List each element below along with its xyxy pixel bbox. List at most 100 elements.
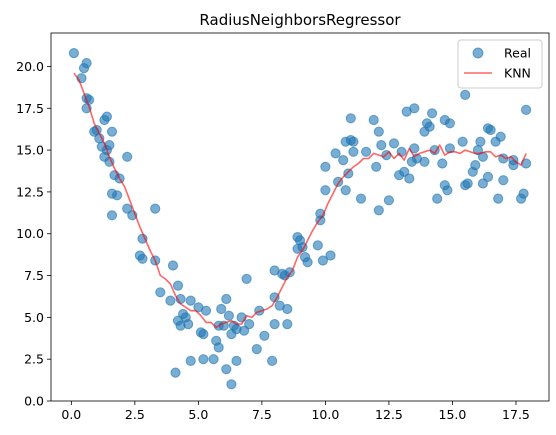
real-point <box>444 118 455 129</box>
real-point <box>223 310 234 321</box>
real-point <box>348 146 359 157</box>
x-tick-label: 5.0 <box>188 407 208 422</box>
real-point <box>470 160 481 171</box>
real-point <box>185 295 196 306</box>
real-point <box>81 58 92 69</box>
real-point <box>361 146 372 157</box>
legend-real-marker <box>472 47 484 59</box>
real-point <box>460 89 471 101</box>
real-point <box>213 342 224 353</box>
real-point <box>312 240 323 251</box>
real-point <box>493 193 504 204</box>
real-points <box>68 48 532 390</box>
real-point <box>376 140 387 151</box>
real-point <box>251 344 262 355</box>
real-point <box>231 355 242 366</box>
real-point <box>320 161 331 172</box>
real-point <box>269 319 280 330</box>
real-point <box>325 250 336 261</box>
real-point <box>221 293 232 305</box>
real-point <box>122 203 133 214</box>
real-point <box>427 108 438 119</box>
real-point <box>185 355 196 366</box>
real-point <box>419 156 430 167</box>
x-tick-label: 2.5 <box>125 407 145 422</box>
real-point <box>338 155 349 166</box>
real-point <box>106 126 118 137</box>
real-point <box>368 114 379 126</box>
knn-line <box>73 72 527 329</box>
y-tick-label: 7.5 <box>24 268 44 283</box>
real-point <box>198 354 209 365</box>
real-point <box>345 113 356 124</box>
real-point <box>239 325 250 336</box>
real-point <box>259 330 270 341</box>
legend-knn-label: KNN <box>504 66 531 81</box>
real-point <box>244 319 255 330</box>
real-point <box>208 354 219 365</box>
real-point <box>241 273 252 284</box>
real-point <box>198 329 209 340</box>
real-point <box>330 148 341 159</box>
real-point <box>457 136 468 147</box>
real-point <box>122 151 133 162</box>
x-tick-label: 7.5 <box>252 407 272 422</box>
y-tick-label: 10.0 <box>16 226 44 241</box>
chart-title: RadiusNeighborsRegressor <box>199 11 401 29</box>
real-point <box>200 305 212 316</box>
y-tick-label: 17.5 <box>16 101 44 116</box>
y-tick-label: 15.0 <box>16 143 44 158</box>
real-point <box>432 193 443 204</box>
legend: Real KNN <box>457 39 543 89</box>
x-tick-label: 10.0 <box>311 407 339 422</box>
real-point <box>343 168 354 179</box>
real-point <box>170 367 181 378</box>
x-tick-label: 12.5 <box>375 407 403 422</box>
real-point <box>404 173 415 184</box>
real-point <box>485 124 496 136</box>
real-point <box>302 257 313 268</box>
y-tick-label: 20.0 <box>16 59 44 74</box>
real-point <box>475 136 486 147</box>
real-point <box>442 185 453 196</box>
x-axis: 0.0 2.5 5.0 7.5 10.0 12.5 15.0 17.5 <box>61 401 530 422</box>
real-point <box>371 161 382 172</box>
y-tick-label: 12.5 <box>16 184 44 199</box>
real-point <box>373 126 384 137</box>
real-point <box>172 280 184 291</box>
plot-area: 0.0 2.5 5.0 7.5 10.0 12.5 15.0 17.5 0.0 2.5 5.0 7.… <box>16 32 550 422</box>
y-tick-label: 0.0 <box>24 394 44 409</box>
real-point <box>477 178 488 189</box>
real-point <box>216 303 227 315</box>
real-point <box>183 319 194 330</box>
x-tick-label: 15.0 <box>439 407 467 422</box>
real-point <box>521 104 532 116</box>
x-tick-label: 0.0 <box>61 407 81 422</box>
y-tick-label: 2.5 <box>24 352 44 367</box>
real-point <box>437 158 448 169</box>
plot-frame <box>50 32 550 402</box>
real-point <box>106 210 118 221</box>
knn-line-group <box>73 72 527 329</box>
real-point <box>518 188 529 199</box>
real-point <box>167 260 179 271</box>
real-point <box>282 319 293 330</box>
real-point <box>282 303 293 315</box>
legend-real-label: Real <box>504 46 531 61</box>
y-axis: 0.0 2.5 5.0 7.5 10.0 12.5 15.0 17.5 20.0 <box>16 59 51 409</box>
real-point <box>388 138 400 149</box>
real-point <box>348 136 359 147</box>
real-point <box>498 175 509 186</box>
real-point <box>373 205 384 216</box>
x-tick-label: 17.5 <box>502 407 530 422</box>
real-point <box>409 103 420 114</box>
real-point <box>150 203 161 214</box>
real-point <box>383 195 394 206</box>
real-point <box>221 364 232 375</box>
real-point <box>399 166 410 177</box>
real-point <box>267 355 278 366</box>
real-point <box>340 185 351 196</box>
real-point <box>68 48 80 59</box>
y-tick-label: 5.0 <box>24 310 44 325</box>
